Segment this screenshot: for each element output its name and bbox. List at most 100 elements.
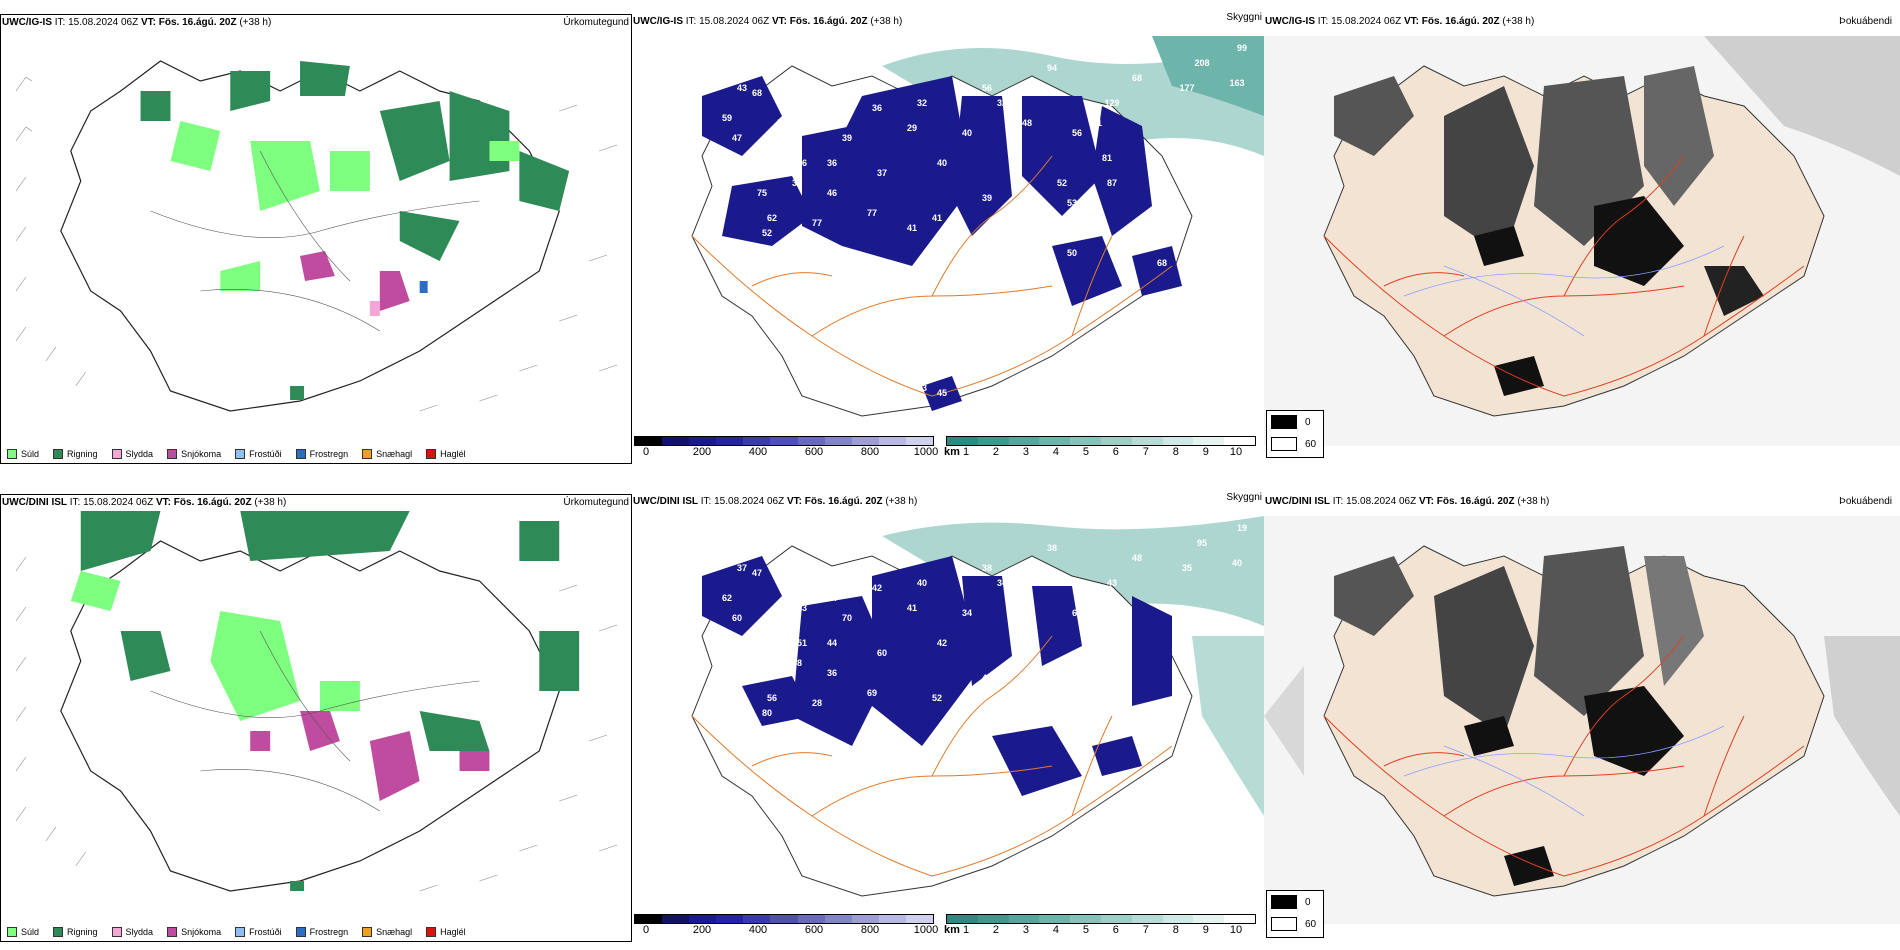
colorbar-segment <box>662 437 690 445</box>
ceiling-label: 34 <box>962 608 972 618</box>
visibility-colorbar-bar <box>946 436 1256 446</box>
colorbar-segment <box>1039 437 1071 445</box>
legend-item: Súld <box>7 927 39 937</box>
visibility-tick: 2 <box>992 446 1000 458</box>
legend-item: Frostúði <box>235 449 282 459</box>
visibility-tick: 7 <box>1142 924 1149 936</box>
ceiling-label: 47 <box>732 133 742 143</box>
ceiling-label: 52 <box>687 108 697 118</box>
ceiling-label: 28 <box>812 698 822 708</box>
ceiling-label: 139 <box>1089 598 1104 608</box>
ceiling-label: 61 <box>677 128 687 138</box>
legend-swatch <box>53 449 64 459</box>
colorbar-segment <box>635 437 663 445</box>
legend-item: Frostregn <box>295 449 348 459</box>
ceiling-label: 56 <box>1072 128 1082 138</box>
panel-header: UWC/IG-IS IT: 15.08.2024 06Z VT: Fös. 16… <box>1264 14 1900 30</box>
visibility-colorbar-bar <box>946 914 1256 924</box>
legend-item: Snæhagl <box>362 449 412 459</box>
ceiling-label: 32 <box>997 98 1007 108</box>
visibility-tick: 5 <box>1082 924 1089 936</box>
ceiling-labels: 293 96 37 47 90 62 48 53 60 43 54 42 40 38 38 95 19 35 40 4… <box>677 523 1247 718</box>
rivers <box>150 630 480 812</box>
visibility-tick: 6 <box>1112 446 1119 458</box>
ceiling-tick: 200 <box>692 446 712 458</box>
ceiling-tick: 1000 <box>913 446 939 458</box>
ceiling-label: 48 <box>1132 553 1142 563</box>
ceiling-label: 48 <box>777 598 787 608</box>
ceiling-label: 40 <box>937 158 947 168</box>
ceiling-label: 43 <box>737 83 747 93</box>
ceiling-label: 68 <box>752 88 762 98</box>
ceiling-label: 177 <box>1179 83 1194 93</box>
legend-item: Frostúði <box>235 927 282 937</box>
precip-panel-row1: UWC/IG-IS IT: 15.08.2024 06Z VT: Fös. 16… <box>0 14 632 464</box>
colorbar-segment <box>1008 915 1040 923</box>
legend-item: Snjókoma <box>167 927 221 937</box>
ceiling-label: 52 <box>932 693 942 703</box>
ceiling-label: 77 <box>867 208 877 218</box>
legend-swatch <box>426 449 437 459</box>
ceiling-label: 44 <box>827 638 837 648</box>
legend-item: Haglél <box>426 449 466 459</box>
ceiling-label: 44 <box>997 263 1007 273</box>
visibility-tick: 1 <box>962 924 970 936</box>
colorbar-segment <box>905 437 934 445</box>
colorbar-segment <box>1193 437 1225 445</box>
rivers <box>150 150 480 332</box>
visibility-tick: 3 <box>1022 446 1029 458</box>
fog-key-row2: 0 60 <box>1266 890 1324 938</box>
panel-header: UWC/DINI ISL IT: 15.08.2024 06Z VT: Fös.… <box>633 492 1262 507</box>
ceiling-label: 29 <box>907 123 917 133</box>
ceiling-label: 43 <box>1107 578 1117 588</box>
ceiling-label: 33 <box>867 258 877 268</box>
legend-item: Slydda <box>111 927 153 937</box>
ceiling-label: 43 <box>917 383 927 393</box>
wind-barbs <box>15 556 618 892</box>
panel-header: UWC/DINI ISL IT: 15.08.2024 06Z VT: Fös.… <box>1 495 631 511</box>
legend-item: Frostregn <box>295 927 348 937</box>
ceiling-tick: 400 <box>748 446 768 458</box>
ceiling-label: 54 <box>1022 278 1032 288</box>
colorbar-segment <box>743 437 771 445</box>
legend-item: Snjókoma <box>167 449 221 459</box>
legend-item: Snæhagl <box>362 927 412 937</box>
ceiling-label: 46 <box>742 638 752 648</box>
ceiling-label: 36 <box>797 158 807 168</box>
colorbar-segment <box>635 915 663 923</box>
low-ceiling-areas <box>702 556 1172 796</box>
visibility-tick: 3 <box>1022 924 1029 936</box>
visibility-tick: 7 <box>1142 446 1149 458</box>
precip-map <box>1 511 631 913</box>
ceiling-label: 47 <box>752 568 762 578</box>
colorbar-segment <box>851 437 879 445</box>
ceiling-label: 61 <box>1047 228 1057 238</box>
colorbar-segment <box>1008 437 1040 445</box>
colorbar-segment <box>743 915 771 923</box>
ceiling-label: 87 <box>1107 178 1117 188</box>
visibility-tick: 6 <box>1112 924 1119 936</box>
ceiling-label: 60 <box>1107 658 1117 668</box>
ceiling-colorbar-ticks: 0 200 400 600 800 1000 <box>643 446 938 460</box>
ceiling-label: 38 <box>792 658 802 668</box>
variable-name: Þokuábendi <box>1839 496 1892 507</box>
ceiling-label: 52 <box>762 228 772 238</box>
ceiling-label: 35 <box>1182 563 1192 573</box>
visibility-colorbar-ticks: 1 2 3 4 5 6 7 8 9 10 <box>963 446 1242 460</box>
variable-name: Úrkomutegund <box>563 497 629 508</box>
legend-swatch <box>362 449 373 459</box>
ceiling-label: 68 <box>1157 258 1167 268</box>
variable-name: Þokuábendi <box>1839 16 1892 27</box>
legend-swatch <box>111 927 122 937</box>
precip-areas <box>140 61 570 400</box>
fog-key-swatch-low <box>1271 437 1297 451</box>
ceiling-label: 112 <box>1065 678 1080 688</box>
ceiling-label: 51 <box>797 638 807 648</box>
ceiling-label: 56 <box>982 83 992 93</box>
ceiling-label: 36 <box>827 668 837 678</box>
ceiling-tick: 400 <box>748 924 768 936</box>
ceiling-label: 96 <box>707 563 717 573</box>
rivers <box>1403 245 1725 337</box>
legend-swatch <box>167 449 178 459</box>
ceiling-label: 40 <box>962 128 972 138</box>
